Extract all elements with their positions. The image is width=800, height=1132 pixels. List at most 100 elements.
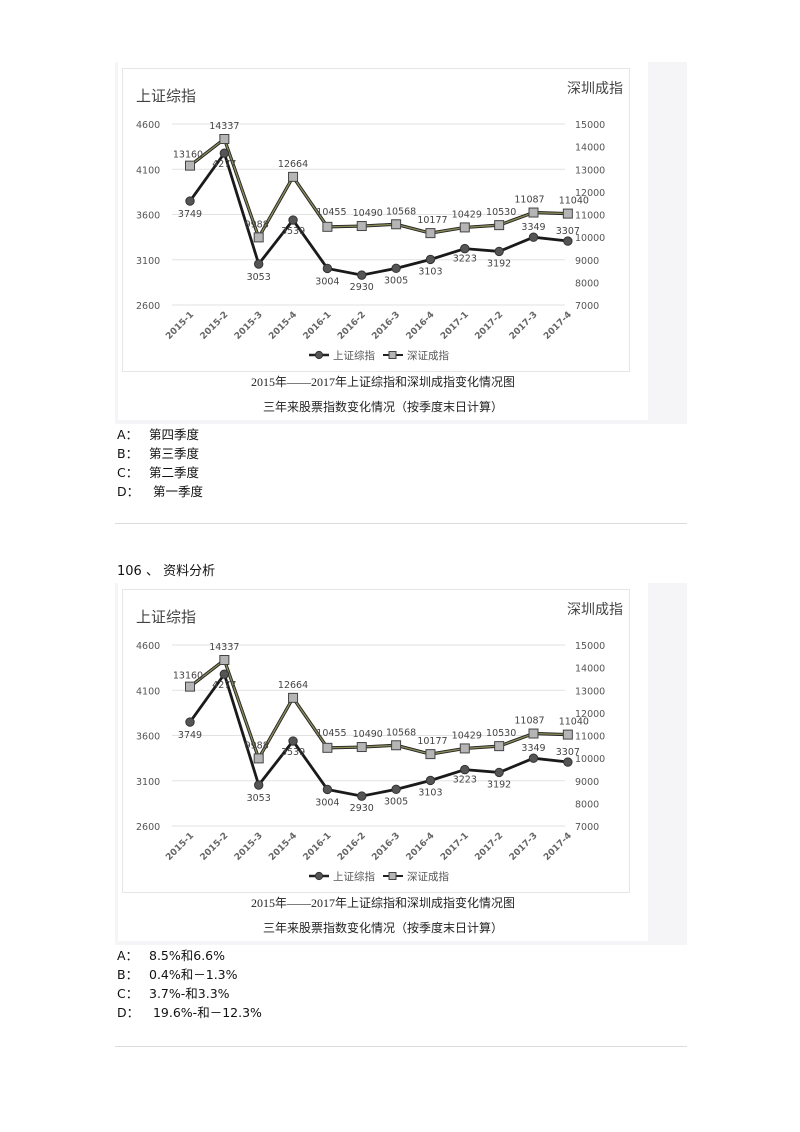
svg-text:12664: 12664 bbox=[278, 680, 308, 691]
svg-text:2016-4: 2016-4 bbox=[405, 831, 437, 863]
svg-text:14000: 14000 bbox=[575, 143, 605, 154]
svg-text:10530: 10530 bbox=[486, 728, 516, 739]
svg-text:10177: 10177 bbox=[417, 736, 447, 747]
svg-text:10000: 10000 bbox=[575, 754, 605, 765]
option-d[interactable]: D： 第一季度 bbox=[117, 482, 203, 501]
svg-text:2015-3: 2015-3 bbox=[233, 831, 265, 863]
left-axis-title: 上证综指 bbox=[136, 87, 196, 105]
svg-text:2015-3: 2015-3 bbox=[233, 310, 265, 342]
svg-text:14337: 14337 bbox=[209, 121, 239, 132]
option-c[interactable]: C： 第二季度 bbox=[117, 463, 203, 482]
svg-text:2015-4: 2015-4 bbox=[267, 831, 299, 863]
option-text: 第二季度 bbox=[149, 465, 200, 480]
svg-text:8000: 8000 bbox=[575, 278, 599, 289]
svg-text:4100: 4100 bbox=[136, 686, 160, 697]
svg-text:15000: 15000 bbox=[575, 641, 605, 652]
svg-text:3100: 3100 bbox=[136, 256, 160, 267]
svg-text:13160: 13160 bbox=[173, 671, 203, 682]
figure-panel-1: 上证综指 深圳成指 2600 3100 3600 4100 4600 7000 8000 9000… bbox=[115, 62, 687, 424]
svg-text:2930: 2930 bbox=[350, 282, 374, 293]
option-letter: D： bbox=[117, 484, 140, 499]
line-chart: 上证综指 深圳成指 2600 3100 3600 4100 4600 7000 8000 9000… bbox=[136, 81, 623, 362]
figure-caption: 2015年——2017年上证综指和深圳成指变化情况图 bbox=[250, 375, 515, 389]
svg-text:上证综指: 上证综指 bbox=[333, 349, 375, 362]
svg-text:2016-2: 2016-2 bbox=[336, 831, 368, 863]
svg-text:3103: 3103 bbox=[418, 787, 442, 798]
option-c[interactable]: C： 3.7%-和3.3% bbox=[117, 984, 262, 1003]
figure-subcaption: 三年来股票指数变化情况（按季度末日计算） bbox=[262, 400, 503, 414]
svg-text:11000: 11000 bbox=[575, 732, 605, 743]
svg-text:3539: 3539 bbox=[281, 747, 305, 758]
svg-text:3005: 3005 bbox=[384, 275, 408, 286]
svg-text:10490: 10490 bbox=[353, 208, 383, 219]
answer-options-prev: A： 第四季度 B： 第三季度 C： 第二季度 D： 第一季度 bbox=[117, 425, 203, 501]
svg-text:10455: 10455 bbox=[316, 728, 346, 739]
question-divider bbox=[115, 523, 687, 524]
svg-text:12000: 12000 bbox=[575, 188, 605, 199]
option-letter: D： bbox=[117, 1005, 140, 1020]
svg-text:3600: 3600 bbox=[136, 732, 160, 743]
option-a[interactable]: A： 8.5%和6.6% bbox=[117, 946, 262, 965]
svg-text:2930: 2930 bbox=[350, 803, 374, 814]
svg-text:2017-2: 2017-2 bbox=[473, 310, 505, 342]
left-axis-title: 上证综指 bbox=[136, 608, 196, 626]
right-axis-title: 深圳成指 bbox=[567, 81, 623, 97]
svg-text:14337: 14337 bbox=[209, 642, 239, 653]
svg-text:2017-4: 2017-4 bbox=[542, 831, 574, 863]
option-letter: B： bbox=[117, 446, 139, 461]
svg-text:9000: 9000 bbox=[575, 256, 599, 267]
figure-1: 上证综指 深圳成指 2600 3100 3600 4100 4600 7000 8000 9000… bbox=[118, 62, 648, 420]
figure-panel-2: 上证综指 深圳成指 2600 3100 3600 4100 4600 7000 8000 9000… bbox=[115, 583, 687, 945]
svg-text:2016-3: 2016-3 bbox=[370, 831, 402, 863]
option-text: 第一季度 bbox=[149, 484, 203, 499]
svg-text:10568: 10568 bbox=[386, 206, 416, 217]
svg-text:2015-2: 2015-2 bbox=[199, 310, 231, 342]
svg-text:10177: 10177 bbox=[417, 215, 447, 226]
svg-text:2016-1: 2016-1 bbox=[302, 310, 334, 342]
svg-text:10568: 10568 bbox=[386, 727, 416, 738]
svg-text:10000: 10000 bbox=[575, 233, 605, 244]
svg-text:3103: 3103 bbox=[418, 266, 442, 277]
svg-text:2016-2: 2016-2 bbox=[336, 310, 368, 342]
chart-1: 上证综指 深圳成指 2600 3100 3600 4100 4600 7000 8000 9000… bbox=[122, 68, 630, 372]
svg-text:上证综指: 上证综指 bbox=[333, 870, 375, 883]
question-title: 106 、 资料分析 bbox=[117, 564, 216, 579]
option-d[interactable]: D： 19.6%-和－12.3% bbox=[117, 1003, 262, 1022]
svg-text:深证成指: 深证成指 bbox=[407, 349, 449, 362]
svg-text:9988: 9988 bbox=[245, 219, 269, 230]
svg-text:11087: 11087 bbox=[514, 716, 544, 727]
svg-text:3053: 3053 bbox=[247, 793, 271, 804]
option-text: 3.7%-和3.3% bbox=[149, 986, 230, 1001]
svg-text:3005: 3005 bbox=[384, 796, 408, 807]
svg-text:3307: 3307 bbox=[556, 747, 580, 758]
svg-text:13000: 13000 bbox=[575, 686, 605, 697]
svg-text:3749: 3749 bbox=[178, 209, 202, 220]
svg-text:10429: 10429 bbox=[452, 730, 482, 741]
svg-text:11000: 11000 bbox=[575, 211, 605, 222]
svg-text:4600: 4600 bbox=[136, 120, 160, 131]
svg-text:3349: 3349 bbox=[521, 743, 545, 754]
svg-text:2017-1: 2017-1 bbox=[439, 831, 471, 863]
svg-text:3223: 3223 bbox=[453, 775, 477, 786]
svg-text:12000: 12000 bbox=[575, 709, 605, 720]
svg-text:7000: 7000 bbox=[575, 822, 599, 833]
line-chart: 上证综指 深圳成指 2600 3100 3600 4100 4600 7000 8000 9000… bbox=[136, 602, 623, 883]
right-axis-title: 深圳成指 bbox=[567, 602, 623, 618]
svg-text:3192: 3192 bbox=[487, 258, 511, 269]
svg-text:3349: 3349 bbox=[521, 222, 545, 233]
option-text: 8.5%和6.6% bbox=[149, 948, 226, 963]
svg-text:2015-1: 2015-1 bbox=[164, 831, 196, 863]
svg-text:11040: 11040 bbox=[559, 196, 589, 207]
svg-text:15000: 15000 bbox=[575, 120, 605, 131]
svg-text:4600: 4600 bbox=[136, 641, 160, 652]
option-a[interactable]: A： 第四季度 bbox=[117, 425, 203, 444]
option-letter: A： bbox=[117, 948, 139, 963]
svg-text:12664: 12664 bbox=[278, 159, 308, 170]
svg-text:2015-1: 2015-1 bbox=[164, 310, 196, 342]
option-b[interactable]: B： 第三季度 bbox=[117, 444, 203, 463]
figure-subcaption: 三年来股票指数变化情况（按季度末日计算） bbox=[262, 921, 503, 935]
option-text: 第三季度 bbox=[149, 446, 200, 461]
option-letter: C： bbox=[117, 986, 139, 1001]
svg-text:3223: 3223 bbox=[453, 254, 477, 265]
option-b[interactable]: B： 0.4%和－1.3% bbox=[117, 965, 262, 984]
